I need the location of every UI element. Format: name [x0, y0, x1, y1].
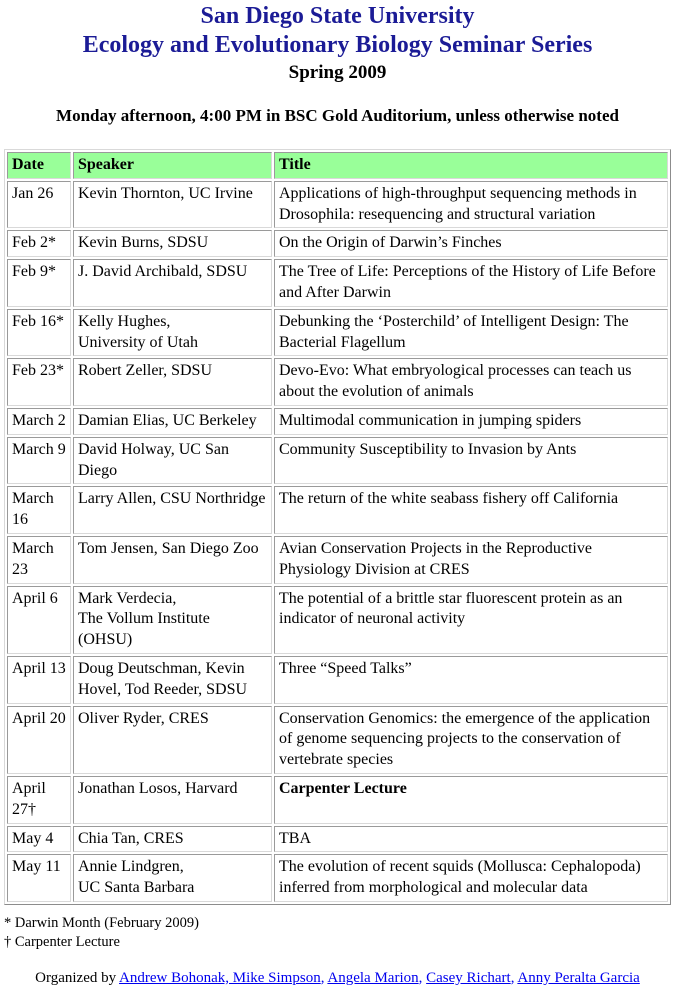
title-cell: Debunking the ‘Posterchild’ of Intellige… [274, 308, 668, 357]
footnote-darwin-month: * Darwin Month (February 2009) [4, 914, 199, 931]
table-row: April 27† Jonathan Losos, Harvard Carpen… [7, 775, 668, 824]
page-title-series: Ecology and Evolutionary Biology Seminar… [82, 32, 593, 58]
speaker-cell: Tom Jensen, San Diego Zoo [73, 535, 272, 584]
title-cell: The Tree of Life: Perceptions of the His… [274, 259, 668, 307]
date-cell: March 9 [7, 436, 71, 485]
column-header-speaker: Speaker [73, 152, 272, 179]
title-cell: Avian Conservation Projects in the Repro… [274, 535, 668, 584]
table-row: Jan 26 Kevin Thornton, UC Irvine Applica… [7, 180, 668, 229]
date-cell: Jan 26 [7, 180, 71, 229]
date-cell: May 11 [7, 854, 71, 902]
organizer-separator: , [510, 970, 518, 987]
table-row: Feb 16* Kelly Hughes, University of Utah… [7, 308, 668, 357]
title-cell: The evolution of recent squids (Mollusca… [274, 854, 668, 902]
speaker-cell: Kevin Thornton, UC Irvine [73, 180, 272, 229]
table-header-row: Date Speaker Title [7, 152, 668, 179]
table-row: Feb 23* Robert Zeller, SDSU Devo-Evo: Wh… [7, 358, 668, 406]
date-cell: April 27† [7, 775, 71, 824]
column-header-title: Title [274, 152, 668, 179]
organizer-link-marion[interactable]: Angela Marion [327, 970, 419, 987]
speaker-cell: Doug Deutschman, Kevin Hovel, Tod Reeder… [73, 655, 272, 704]
organizers-line: Organized by Andrew Bohonak, Mike Simpso… [4, 970, 671, 993]
title-cell: The potential of a brittle star fluoresc… [274, 585, 668, 654]
table-row: April 20 Oliver Ryder, CRES Conservation… [7, 705, 668, 774]
seminar-schedule-page: San Diego State University Ecology and E… [4, 2, 671, 993]
date-cell: May 4 [7, 825, 71, 853]
organizer-link-bohonak-simpson[interactable]: Andrew Bohonak, Mike Simpson [119, 970, 321, 987]
title-cell: Community Susceptibility to Invasion by … [274, 436, 668, 485]
date-cell: April 13 [7, 655, 71, 704]
date-cell: April 6 [7, 585, 71, 654]
title-cell: Applications of high-throughput sequenci… [274, 180, 668, 229]
schedule-subtitle: Monday afternoon, 4:00 PM in BSC Gold Au… [56, 106, 619, 125]
title-cell: Multimodal communication in jumping spid… [274, 407, 668, 435]
date-cell: March 16 [7, 486, 71, 534]
date-cell: April 20 [7, 705, 71, 774]
speaker-cell: Kevin Burns, SDSU [73, 230, 272, 258]
column-header-date: Date [7, 152, 71, 179]
speaker-cell: Damian Elias, UC Berkeley [73, 407, 272, 435]
table-row: March 9 David Holway, UC San Diego Commu… [7, 436, 668, 485]
speaker-cell: David Holway, UC San Diego [73, 436, 272, 485]
seminar-table: Date Speaker Title Jan 26 Kevin Thornton… [4, 149, 671, 905]
title-cell: Conservation Genomics: the emergence of … [274, 705, 668, 774]
title-cell: On the Origin of Darwin’s Finches [274, 230, 668, 258]
page-title-season: Spring 2009 [288, 62, 387, 83]
title-cell: Carpenter Lecture [274, 775, 668, 824]
title-cell: Three “Speed Talks” [274, 655, 668, 704]
table-row: April 13 Doug Deutschman, Kevin Hovel, T… [7, 655, 668, 704]
organized-by-label: Organized by [35, 970, 120, 987]
speaker-cell: Jonathan Losos, Harvard [73, 775, 272, 824]
title-cell: TBA [274, 825, 668, 853]
table-row: March 2 Damian Elias, UC Berkeley Multim… [7, 407, 668, 435]
date-cell: March 23 [7, 535, 71, 584]
table-row: March 16 Larry Allen, CSU Northridge The… [7, 486, 668, 534]
speaker-cell: Chia Tan, CRES [73, 825, 272, 853]
organizer-separator: , [418, 970, 427, 987]
organizer-link-peralta-garcia[interactable]: Anny Peralta Garcia [517, 970, 640, 987]
page-title-university: San Diego State University [200, 3, 475, 29]
organizer-link-richart[interactable]: Casey Richart [426, 970, 511, 987]
speaker-cell: Larry Allen, CSU Northridge [73, 486, 272, 534]
organizer-separator: , [320, 970, 328, 987]
table-row: May 11 Annie Lindgren, UC Santa Barbara … [7, 854, 668, 902]
speaker-cell: Annie Lindgren, UC Santa Barbara [73, 854, 272, 902]
speaker-cell: J. David Archibald, SDSU [73, 259, 272, 307]
speaker-cell: Kelly Hughes, University of Utah [73, 308, 272, 357]
table-row: April 6 Mark Verdecia, The Vollum Instit… [7, 585, 668, 654]
speaker-cell: Robert Zeller, SDSU [73, 358, 272, 406]
speaker-cell: Oliver Ryder, CRES [73, 705, 272, 774]
title-cell: Devo-Evo: What embryological processes c… [274, 358, 668, 406]
date-cell: March 2 [7, 407, 71, 435]
footnote-carpenter-lecture: † Carpenter Lecture [4, 934, 120, 951]
table-row: Feb 9* J. David Archibald, SDSU The Tree… [7, 259, 668, 307]
title-block: San Diego State University Ecology and E… [4, 2, 671, 85]
table-row: May 4 Chia Tan, CRES TBA [7, 825, 668, 853]
date-cell: Feb 2* [7, 230, 71, 258]
speaker-cell: Mark Verdecia, The Vollum Institute (OHS… [73, 585, 272, 654]
table-row: Feb 2* Kevin Burns, SDSU On the Origin o… [7, 230, 668, 258]
footnotes: * Darwin Month (February 2009) † Carpent… [4, 914, 671, 953]
table-row: March 23 Tom Jensen, San Diego Zoo Avian… [7, 535, 668, 584]
date-cell: Feb 9* [7, 259, 71, 307]
title-cell: The return of the white seabass fishery … [274, 486, 668, 534]
date-cell: Feb 23* [7, 358, 71, 406]
date-cell: Feb 16* [7, 308, 71, 357]
